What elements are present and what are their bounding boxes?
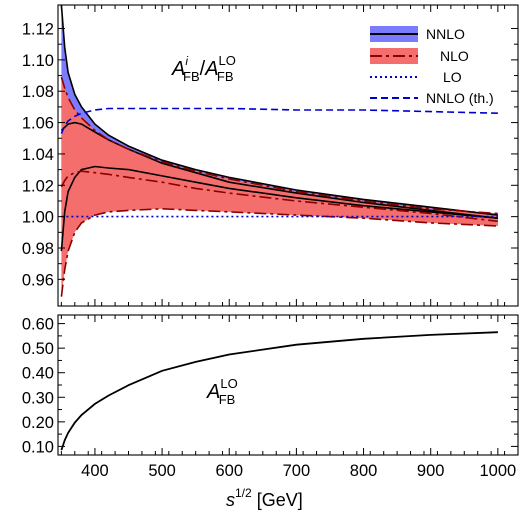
bottom-ytick-label: 0.10 xyxy=(22,438,54,456)
bottom-ytick-label: 0.40 xyxy=(22,365,54,383)
x-axis-label-main: s xyxy=(226,490,235,510)
series-line-0 xyxy=(60,331,498,451)
bottom-annotation-main: A xyxy=(206,381,220,403)
top-annotation: Ai FB/ALO FB xyxy=(171,53,236,84)
nnlo-lower-line xyxy=(60,165,498,252)
bottom-ytick-label: 0.60 xyxy=(22,316,54,334)
top-ytick-label: 1.00 xyxy=(22,209,54,227)
legend-label-nnlo: NNLO xyxy=(426,26,465,42)
bottom-panel: 0.10 0.20 0.30 0.40 0.50 0.60 400 500 600 700 800 9… xyxy=(22,314,519,480)
nnlo-th--line xyxy=(60,107,498,134)
x-tick-label: 400 xyxy=(81,462,109,480)
top-ytick-label: 1.04 xyxy=(22,146,54,164)
legend-label-nlo: NLO xyxy=(440,48,469,64)
top-frame xyxy=(57,4,519,307)
nlo-upper-line xyxy=(60,76,498,215)
legend-label-nnlo-th-: NNLO (th.) xyxy=(426,90,494,106)
bottom-annotation: ALO FB xyxy=(206,376,238,407)
x-tick-label: 600 xyxy=(215,462,243,480)
top-annotation-slash: / xyxy=(200,58,206,80)
bottom-ytick-label: 0.50 xyxy=(22,340,54,358)
bottom-plot-area xyxy=(60,331,498,451)
nlo-central-line xyxy=(60,170,498,223)
legend-label-lo: LO xyxy=(443,69,462,85)
top-ytick-label: 1.06 xyxy=(22,115,54,133)
bottom-ytick-label: 0.20 xyxy=(22,414,54,432)
bottom-ytick-label: 0.30 xyxy=(22,389,54,407)
x-tick-label: 500 xyxy=(148,462,176,480)
top-ytick-label: 0.96 xyxy=(22,271,54,289)
x-axis-label-unit: [GeV] xyxy=(252,490,303,510)
bottom-annotation-sup-lo: LO xyxy=(220,376,237,391)
top-ytick-label: 0.98 xyxy=(22,240,54,258)
top-annotation-sup-i: i xyxy=(185,54,188,68)
x-tick-label: 800 xyxy=(350,462,378,480)
top-ytick-label: 1.02 xyxy=(22,177,54,195)
nlo-lower-line xyxy=(60,207,498,297)
x-tick-label: 700 xyxy=(283,462,311,480)
legend: NNLO NLO LO NNLO (th.) xyxy=(370,26,494,106)
top-annotation-den: A xyxy=(204,58,218,80)
top-ytick-label: 1.08 xyxy=(22,83,54,101)
top-ytick-label: 1.12 xyxy=(22,21,54,39)
nnlo-upper-line xyxy=(60,5,498,216)
x-tick-label: 1000 xyxy=(479,462,516,480)
top-annotation-sup-lo: LO xyxy=(219,53,236,68)
x-axis-label: s1/2 [GeV] xyxy=(226,486,303,510)
top-annotation-main: A xyxy=(171,58,185,80)
top-annotation-sub-fb: FB xyxy=(183,69,200,84)
x-axis-label-sup: 1/2 xyxy=(235,486,252,500)
top-ytick-label: 1.10 xyxy=(22,52,54,70)
x-tick-label: 900 xyxy=(417,462,445,480)
bottom-annotation-sub-fb: FB xyxy=(219,392,236,407)
top-plot-area xyxy=(60,5,498,297)
top-annotation-den-sub: FB xyxy=(217,69,234,84)
nlo-band-fill xyxy=(61,77,498,297)
top-panel: 0.96 0.98 1.00 1.02 1.04 1.06 1.08 1.10 1.12 NNLO… xyxy=(22,4,519,307)
